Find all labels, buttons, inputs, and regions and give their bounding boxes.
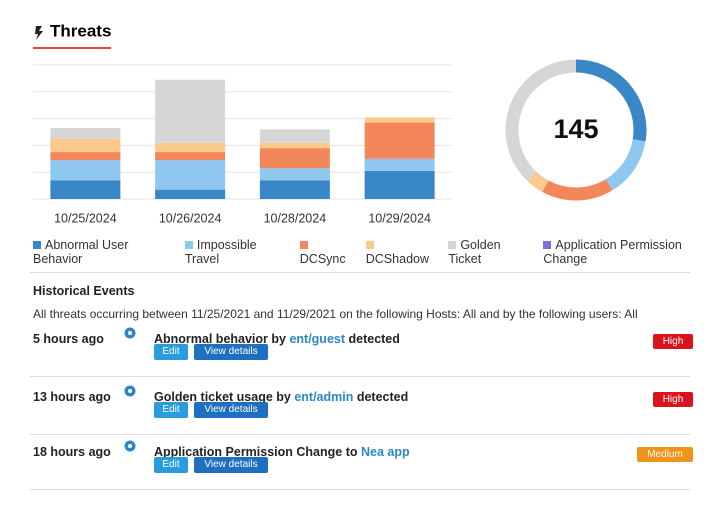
bar-segment [364,117,435,123]
section-title: Historical Events [33,284,135,298]
legend-item: Golden Ticket [448,238,532,266]
donut-segment [527,171,549,192]
bar-segment [50,180,121,199]
event-icon [124,327,136,339]
bar-segment [259,142,330,149]
severity-badge: High [653,334,693,349]
bar-segment [50,160,121,181]
legend-item: DCSync [299,238,355,266]
icon-dot [128,444,132,448]
bar-segment [50,127,121,139]
bar-segment [259,148,330,169]
legend-swatch [33,241,41,249]
event-icon [124,440,136,452]
details-button[interactable]: View details [194,457,268,473]
event-title: Application Permission Change to Nea app [154,445,410,459]
event-time: 5 hours ago [33,332,104,346]
event-text: detected [353,390,409,404]
event-title: Abnormal behavior by ent/guest detected [154,332,400,346]
bar-segment [364,122,435,159]
legend-item: DCShadow [365,238,438,266]
x-tick-label: 10/28/2024 [264,211,327,225]
legend-item: Impossible Travel [184,238,289,266]
donut-segment [505,59,577,182]
legend-swatch [365,241,374,249]
legend-label: DCShadow [365,252,430,266]
event-text: detected [345,332,400,346]
event-time: 13 hours ago [33,390,111,404]
divider [30,376,690,377]
event-text: Abnormal behavior by [154,332,290,346]
donut-segment [575,59,647,142]
donut-total: 145 [553,114,598,144]
bar-segment [155,189,226,199]
event-text: Application Permission Change to [154,445,361,459]
legend: Abnormal User Behavior Impossible Travel D… [33,238,720,266]
bar-segment [364,170,435,199]
event-row: 5 hours ago Abnormal behavior by ent/gues… [33,327,693,388]
donut-segment [605,139,646,191]
icon-dot [128,331,132,335]
edit-button[interactable]: Edit [154,457,188,473]
divider [30,434,690,435]
legend-item: Abnormal User Behavior [33,238,174,266]
donut-segment [542,179,613,201]
icon-dot [128,389,132,393]
legend-item: Application Permission Change [543,238,720,266]
divider [30,489,690,490]
legend-label: Abnormal User Behavior [33,238,129,266]
legend-label: Application Permission Change [543,238,682,266]
bar-segment [155,142,226,153]
event-row: 18 hours ago Application Permission Chang… [33,440,693,501]
divider [30,272,690,273]
legend-label: Golden Ticket [448,238,501,266]
chart: Threats 10/25/2024 10/26/2024 10/28/2024 10… [33,21,647,225]
event-icon [124,385,136,397]
edit-button[interactable]: Edit [154,344,188,360]
event-link[interactable]: ent/guest [289,332,346,346]
x-tick-label: 10/25/2024 [54,211,117,225]
bar-segment [155,160,226,190]
bar-segment [155,79,226,143]
title-underline [33,47,111,49]
event-row: 13 hours ago Golden ticket usage by ent/a… [33,385,693,446]
legend-swatch [299,241,308,249]
edit-button[interactable]: Edit [154,402,188,418]
event-time: 18 hours ago [33,445,111,459]
bolt-icon [35,26,43,40]
bar-segment [50,138,121,153]
x-tick-label: 10/29/2024 [368,211,431,225]
bar-segment [50,152,121,161]
details-button[interactable]: View details [194,344,268,360]
bar-segment [364,158,435,171]
page-title: Threats [50,21,111,40]
event-link[interactable]: ent/admin [294,390,354,404]
event-link[interactable]: Nea app [360,445,410,459]
severity-badge: High [653,392,693,407]
bar-segment [259,180,330,199]
bar-segment [155,152,226,161]
severity-badge: Medium [637,447,693,462]
legend-label: DCSync [299,252,346,266]
legend-swatch [448,241,457,249]
event-title: Golden ticket usage by ent/admin detecte… [154,390,408,404]
description: All threats occurring between 11/25/2021… [33,307,638,321]
x-tick-label: 10/26/2024 [159,211,222,225]
details-button[interactable]: View details [194,402,268,418]
legend-swatch [184,241,193,249]
event-text: Golden ticket usage by [154,390,295,404]
legend-swatch [543,241,552,249]
legend-label: Impossible Travel [184,238,257,266]
bar-segment [259,129,330,143]
bar-segment [259,168,330,181]
